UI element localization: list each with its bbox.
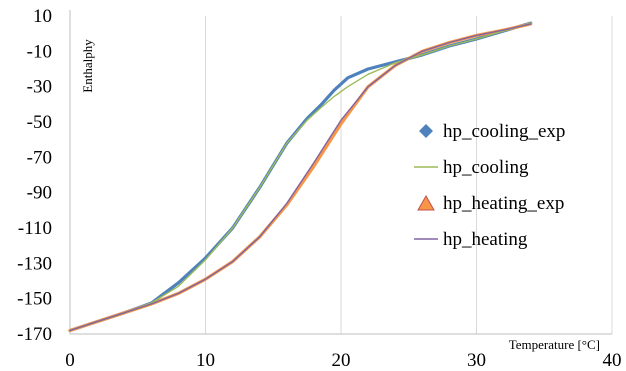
y-axis-label: Enthalphy bbox=[80, 39, 95, 93]
y-tick-label: -90 bbox=[27, 183, 52, 204]
x-tick-labels: 0 10 20 30 40 bbox=[65, 350, 621, 371]
x-tick-label: 40 bbox=[603, 350, 622, 371]
legend-label-hp-heating-exp: hp_heating_exp bbox=[443, 193, 564, 214]
y-tick-label: -170 bbox=[17, 324, 52, 345]
y-tick-label: -50 bbox=[27, 112, 52, 133]
legend-marker-hp-cooling-exp bbox=[419, 124, 433, 138]
y-tick-label: -70 bbox=[27, 147, 52, 168]
x-tick-label: 30 bbox=[467, 350, 486, 371]
y-tick-label: 10 bbox=[33, 6, 52, 27]
series-line-hp-cooling bbox=[69, 22, 532, 332]
legend-label-hp-heating: hp_heating bbox=[443, 229, 528, 250]
y-tick-labels: 10 -10 -30 -50 -70 -90 -110 -130 -150 -170 bbox=[17, 6, 52, 345]
legend: hp_cooling_exp hp_cooling hp_heating_exphp… bbox=[414, 121, 565, 250]
y-tick-label: -10 bbox=[27, 41, 52, 62]
legend-label-hp-cooling-exp: hp_cooling_exp bbox=[443, 121, 565, 142]
x-axis-label: Temperature [°C] bbox=[509, 337, 600, 352]
y-tick-label: -30 bbox=[27, 77, 52, 98]
axes bbox=[69, 10, 612, 335]
series-line-hp-heating bbox=[69, 23, 532, 332]
y-tick-label: -110 bbox=[18, 218, 52, 239]
x-tick-label: 10 bbox=[196, 350, 215, 371]
x-tick-label: 20 bbox=[332, 350, 351, 371]
legend-marker-hp-heating-exp bbox=[417, 194, 435, 211]
y-tick-label: -130 bbox=[17, 253, 52, 274]
y-tick-label: -150 bbox=[17, 289, 52, 310]
x-tick-label: 0 bbox=[65, 350, 75, 371]
legend-label-hp-cooling: hp_cooling bbox=[443, 157, 529, 178]
series-group bbox=[68, 21, 533, 333]
